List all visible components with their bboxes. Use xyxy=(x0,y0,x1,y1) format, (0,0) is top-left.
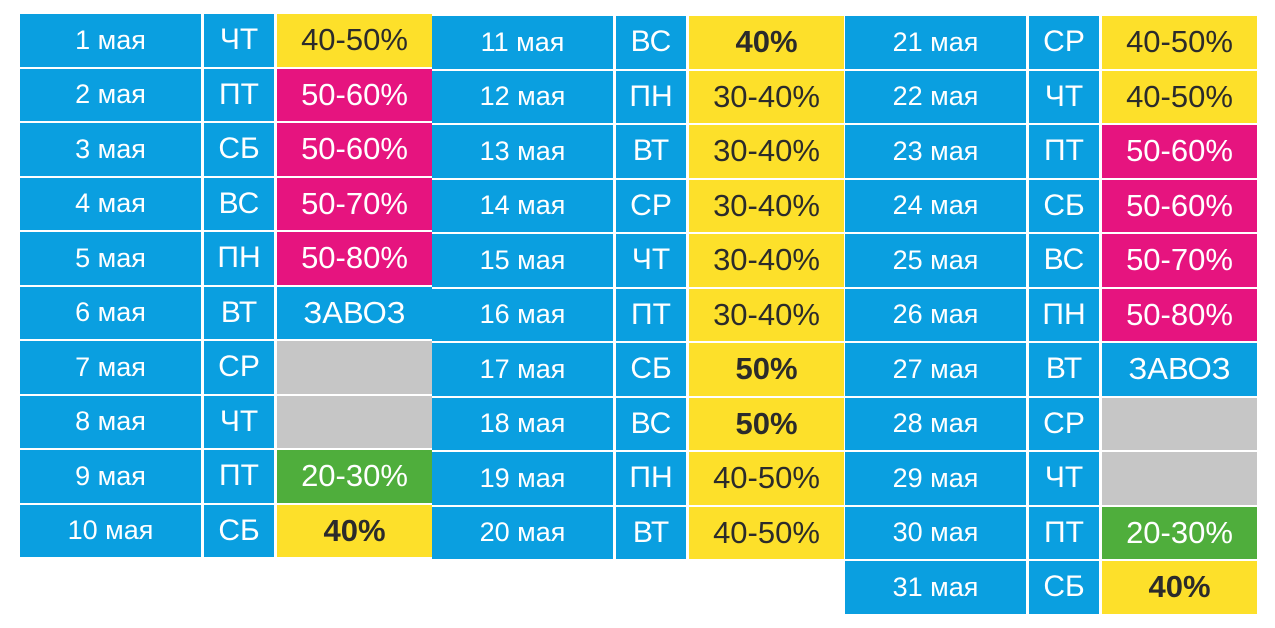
date-cell: 30 мая xyxy=(845,506,1026,561)
weekday-cell: СБ xyxy=(204,123,274,178)
date-cell: 15 мая xyxy=(432,234,613,289)
weekday-cell: СБ xyxy=(204,504,274,559)
date-cell: 11 мая xyxy=(432,16,613,71)
weekday-cell: ВС xyxy=(204,177,274,232)
date-cell: 25 мая xyxy=(845,234,1026,289)
date-cell: 12 мая xyxy=(432,70,613,125)
discount-cell: 40% xyxy=(277,504,432,559)
date-cell: 4 мая xyxy=(20,177,201,232)
weekday-cell: ПТ xyxy=(1029,125,1099,180)
weekday-cell: ВС xyxy=(616,16,686,71)
date-cell: 13 мая xyxy=(432,125,613,180)
empty-discount-cell xyxy=(277,341,432,396)
date-cell: 31 мая xyxy=(845,561,1026,616)
discount-cell: 50-60% xyxy=(277,68,432,123)
discount-cell: 50-80% xyxy=(1102,288,1257,343)
weekday-cell: СР xyxy=(1029,397,1099,452)
weekday-cell: ВТ xyxy=(204,286,274,341)
date-cell: 18 мая xyxy=(432,397,613,452)
discount-cell: 30-40% xyxy=(689,70,844,125)
weekday-cell: ЧТ xyxy=(1029,70,1099,125)
discount-cell: 40-50% xyxy=(1102,70,1257,125)
date-cell: 27 мая xyxy=(845,343,1026,398)
discount-cell: 50-70% xyxy=(1102,234,1257,289)
date-cell: 2 мая xyxy=(20,68,201,123)
date-cell: 10 мая xyxy=(20,504,201,559)
empty-discount-cell xyxy=(1102,397,1257,452)
schedule-grid: 1 мая ЧТ 40-50% 2 мая ПТ 50-60% 3 мая СБ 50-60% 4… xyxy=(20,14,432,559)
empty-discount-cell xyxy=(1102,452,1257,507)
schedule-grid: 11 мая ВС 40% 12 мая ПН 30-40% 13 мая ВТ 30-40% 1… xyxy=(432,16,844,561)
discount-cell: 50% xyxy=(689,343,844,398)
date-cell: 29 мая xyxy=(845,452,1026,507)
weekday-cell: СБ xyxy=(1029,179,1099,234)
discount-cell: 40% xyxy=(689,16,844,71)
weekday-cell: СБ xyxy=(1029,561,1099,616)
weekday-cell: ЧТ xyxy=(1029,452,1099,507)
weekday-cell: СР xyxy=(616,179,686,234)
discount-cell: 50-70% xyxy=(277,177,432,232)
discount-cell: 40-50% xyxy=(277,14,432,69)
date-cell: 7 мая xyxy=(20,341,201,396)
date-cell: 20 мая xyxy=(432,506,613,561)
date-cell: 8 мая xyxy=(20,395,201,450)
date-cell: 6 мая xyxy=(20,286,201,341)
weekday-cell: ПН xyxy=(616,70,686,125)
discount-cell: 40-50% xyxy=(1102,16,1257,71)
date-cell: 16 мая xyxy=(432,288,613,343)
weekday-cell: ВТ xyxy=(616,125,686,180)
weekday-cell: ПТ xyxy=(616,288,686,343)
date-cell: 19 мая xyxy=(432,452,613,507)
weekday-cell: ПН xyxy=(616,452,686,507)
discount-cell: 30-40% xyxy=(689,288,844,343)
weekday-cell: ПН xyxy=(1029,288,1099,343)
date-cell: 3 мая xyxy=(20,123,201,178)
date-cell: 1 мая xyxy=(20,14,201,69)
date-cell: 28 мая xyxy=(845,397,1026,452)
empty-discount-cell xyxy=(277,395,432,450)
date-cell: 5 мая xyxy=(20,232,201,287)
date-cell: 26 мая xyxy=(845,288,1026,343)
weekday-cell: ПТ xyxy=(1029,506,1099,561)
date-cell: 24 мая xyxy=(845,179,1026,234)
weekday-cell: СР xyxy=(1029,16,1099,71)
weekday-cell: СБ xyxy=(616,343,686,398)
schedule-column-3: 21 мая СР 40-50% 22 мая ЧТ 40-50% 23 мая ПТ 50-6… xyxy=(845,16,1257,616)
discount-cell: 20-30% xyxy=(277,450,432,505)
weekday-cell: ВС xyxy=(1029,234,1099,289)
date-cell: 22 мая xyxy=(845,70,1026,125)
discount-cell: 30-40% xyxy=(689,125,844,180)
discount-cell: 50-80% xyxy=(277,232,432,287)
schedule-column-1: 1 мая ЧТ 40-50% 2 мая ПТ 50-60% 3 мая СБ 50-60% 4… xyxy=(20,14,432,559)
weekday-cell: ПТ xyxy=(204,450,274,505)
discount-cell: 30-40% xyxy=(689,234,844,289)
date-cell: 14 мая xyxy=(432,179,613,234)
weekday-cell: СР xyxy=(204,341,274,396)
date-cell: 9 мая xyxy=(20,450,201,505)
weekday-cell: ВТ xyxy=(616,506,686,561)
discount-cell: 50-60% xyxy=(1102,179,1257,234)
discount-cell: 40-50% xyxy=(689,452,844,507)
discount-cell: ЗАВОЗ xyxy=(277,286,432,341)
discount-cell: 50% xyxy=(689,397,844,452)
schedule-column-2: 11 мая ВС 40% 12 мая ПН 30-40% 13 мая ВТ 30-40% 1… xyxy=(432,16,844,561)
weekday-cell: ВС xyxy=(616,397,686,452)
discount-cell: 30-40% xyxy=(689,179,844,234)
date-cell: 21 мая xyxy=(845,16,1026,71)
discount-cell: 50-60% xyxy=(1102,125,1257,180)
discount-cell: 40% xyxy=(1102,561,1257,616)
weekday-cell: ЧТ xyxy=(204,395,274,450)
weekday-cell: ЧТ xyxy=(616,234,686,289)
weekday-cell: ПН xyxy=(204,232,274,287)
weekday-cell: ЧТ xyxy=(204,14,274,69)
weekday-cell: ВТ xyxy=(1029,343,1099,398)
discount-cell: ЗАВОЗ xyxy=(1102,343,1257,398)
schedule-grid: 21 мая СР 40-50% 22 мая ЧТ 40-50% 23 мая ПТ 50-6… xyxy=(845,16,1257,616)
discount-cell: 20-30% xyxy=(1102,506,1257,561)
date-cell: 23 мая xyxy=(845,125,1026,180)
date-cell: 17 мая xyxy=(432,343,613,398)
weekday-cell: ПТ xyxy=(204,68,274,123)
discount-cell: 50-60% xyxy=(277,123,432,178)
discount-cell: 40-50% xyxy=(689,506,844,561)
